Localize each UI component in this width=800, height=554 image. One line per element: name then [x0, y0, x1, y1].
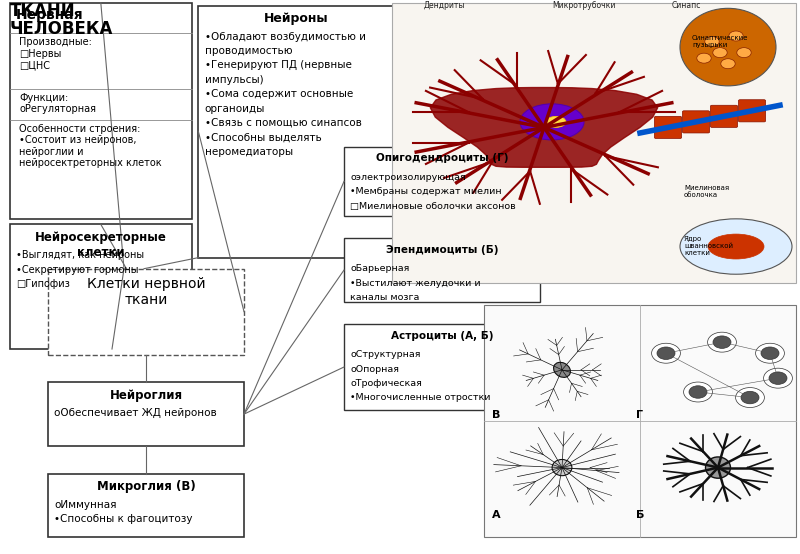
FancyBboxPatch shape [738, 100, 766, 122]
Text: •Генерируют ПД (нервные: •Генерируют ПД (нервные [205, 60, 352, 70]
Text: Микроглия (В): Микроглия (В) [97, 480, 195, 493]
Text: Миелиновая
оболочка: Миелиновая оболочка [684, 184, 729, 198]
Ellipse shape [697, 53, 711, 63]
Ellipse shape [761, 347, 779, 360]
Text: □Миелиновые оболочки аксонов: □Миелиновые оболочки аксонов [350, 202, 516, 211]
FancyBboxPatch shape [344, 238, 540, 302]
FancyBboxPatch shape [48, 474, 244, 537]
FancyBboxPatch shape [10, 224, 192, 349]
Text: •Обладают возбудимостью и: •Обладают возбудимостью и [205, 32, 366, 42]
Text: органоиды: органоиды [205, 104, 265, 114]
Text: Эпендимоциты (Б): Эпендимоциты (Б) [386, 245, 498, 255]
Text: Дендриты: Дендриты [424, 1, 466, 11]
Ellipse shape [680, 8, 776, 86]
Text: •Связь с помощью синапсов: •Связь с помощью синапсов [205, 118, 362, 128]
FancyBboxPatch shape [484, 305, 796, 537]
Ellipse shape [554, 362, 570, 377]
Text: Особенности строения:
•Состоит из нейронов,
нейроглии и
нейросектреторных клеток: Особенности строения: •Состоит из нейрон… [19, 124, 162, 168]
Ellipse shape [713, 336, 731, 348]
Text: •Сома содержит основные: •Сома содержит основные [205, 89, 353, 99]
Text: В: В [492, 410, 500, 420]
Ellipse shape [736, 388, 765, 408]
FancyBboxPatch shape [48, 382, 244, 446]
Text: каналы мозга: каналы мозга [350, 293, 420, 302]
Ellipse shape [755, 343, 784, 363]
Ellipse shape [657, 347, 675, 360]
Text: Б: Б [636, 510, 644, 520]
Text: oТрофическая: oТрофическая [350, 379, 422, 388]
Ellipse shape [708, 234, 764, 259]
Text: Опигодендроциты (Г): Опигодендроциты (Г) [376, 153, 508, 163]
Text: импульсы): импульсы) [205, 75, 263, 85]
Ellipse shape [706, 457, 730, 478]
Ellipse shape [763, 368, 792, 388]
Text: Производные:
□Нервы
□ЦНС: Производные: □Нервы □ЦНС [19, 37, 92, 70]
Text: oэлектроизолирующая: oэлектроизолирующая [350, 173, 466, 182]
Text: •Способны к фагоцитозу: •Способны к фагоцитозу [54, 514, 193, 524]
Text: Г: Г [636, 410, 643, 420]
FancyBboxPatch shape [10, 3, 192, 219]
Text: Нервная: Нервная [16, 8, 84, 22]
Ellipse shape [680, 219, 792, 274]
Ellipse shape [741, 391, 759, 404]
Ellipse shape [708, 332, 737, 352]
Ellipse shape [689, 386, 707, 398]
Text: Синапс: Синапс [672, 1, 702, 11]
Text: Функции:
oРегуляторная: Функции: oРегуляторная [19, 93, 96, 114]
Text: •Выстилают желудочки и: •Выстилают желудочки и [350, 279, 481, 288]
Ellipse shape [546, 116, 566, 127]
Text: •Способны выделять: •Способны выделять [205, 132, 322, 142]
Text: oОпорная: oОпорная [350, 365, 399, 373]
Ellipse shape [769, 372, 787, 384]
FancyBboxPatch shape [48, 269, 244, 355]
Text: ЧЕЛОВЕКА: ЧЕЛОВЕКА [10, 20, 113, 38]
Text: Нейроны: Нейроны [264, 12, 329, 25]
Text: •Многочисленные отростки: •Многочисленные отростки [350, 393, 491, 402]
Polygon shape [430, 88, 658, 167]
Text: oБарьерная: oБарьерная [350, 264, 410, 273]
Text: проводимостью: проводимостью [205, 46, 292, 56]
Text: Нейроглия: Нейроглия [110, 389, 182, 402]
Text: •Выглядят, как нейроны: •Выглядят, как нейроны [16, 250, 144, 260]
FancyBboxPatch shape [344, 147, 540, 216]
Ellipse shape [713, 48, 727, 58]
FancyBboxPatch shape [392, 3, 796, 283]
Text: ТКАНИ: ТКАНИ [10, 2, 75, 19]
Text: oСтруктурная: oСтруктурная [350, 350, 421, 359]
Text: □Гипофиз: □Гипофиз [16, 279, 70, 289]
Text: Микротрубочки: Микротрубочки [552, 1, 615, 11]
Text: А: А [492, 510, 501, 520]
Ellipse shape [737, 48, 751, 58]
Text: •Мембраны содержат миелин: •Мембраны содержат миелин [350, 187, 502, 196]
Ellipse shape [651, 343, 681, 363]
FancyBboxPatch shape [654, 116, 682, 138]
Text: Ядро
шванновской
клетки: Ядро шванновской клетки [684, 236, 733, 256]
FancyBboxPatch shape [198, 6, 394, 258]
FancyBboxPatch shape [682, 111, 710, 133]
Text: oОбеспечивает ЖД нейронов: oОбеспечивает ЖД нейронов [54, 408, 217, 418]
Text: Синаптические
пузырьки: Синаптические пузырьки [692, 35, 748, 48]
Ellipse shape [520, 104, 584, 140]
Text: Нейросекреторные
клетки: Нейросекреторные клетки [35, 231, 166, 259]
Ellipse shape [552, 459, 572, 476]
Text: Астроциты (А, Б): Астроциты (А, Б) [390, 331, 494, 341]
Text: Клетки нервной
ткани: Клетки нервной ткани [86, 277, 206, 307]
Ellipse shape [721, 59, 735, 69]
FancyBboxPatch shape [344, 324, 540, 410]
Text: oИммунная: oИммунная [54, 500, 117, 510]
Ellipse shape [683, 382, 713, 402]
Text: неромедиаторы: неромедиаторы [205, 147, 293, 157]
Text: •Секретируют гормоны: •Секретируют гормоны [16, 265, 138, 275]
Ellipse shape [705, 37, 719, 47]
Ellipse shape [729, 31, 743, 41]
FancyBboxPatch shape [710, 105, 738, 127]
